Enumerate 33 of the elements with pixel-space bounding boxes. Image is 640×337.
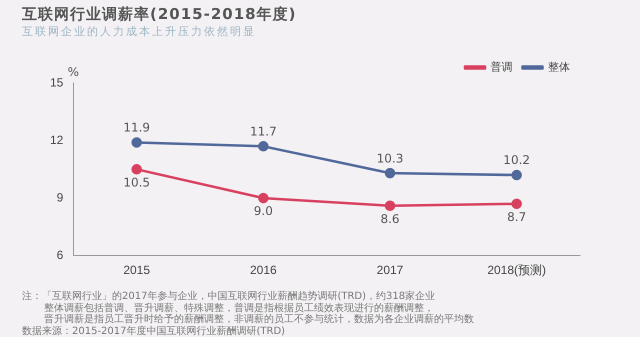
- data-label: 11.9: [123, 120, 150, 135]
- text: 整体调薪包括普调、晋升调薪、特殊调整，普调是指根据员工绩效表现进行的薪酬调整，: [43, 302, 435, 314]
- y-tick-label: 6: [56, 248, 64, 262]
- text: 注：「互联网行业」的2017年参与企业，中国互联网行业薪酬趋势调研(TRD)，约318家企业: [22, 291, 436, 302]
- data-label: 10.2: [503, 153, 530, 168]
- data-label: 8.6: [380, 212, 400, 226]
- y-tick-label: 12: [50, 132, 64, 147]
- point: [258, 192, 269, 204]
- point: [384, 168, 396, 178]
- data-label: 10.3: [376, 151, 404, 166]
- data-label: 9.0: [254, 204, 273, 218]
- y-tick-label: 9: [56, 190, 64, 204]
- data-label: 8.7: [507, 210, 526, 224]
- point: [511, 170, 522, 180]
- point: [511, 198, 522, 210]
- x-tick-label: 2017: [376, 263, 404, 278]
- data-label: 11.7: [250, 124, 277, 138]
- point: [384, 200, 396, 211]
- point: [258, 141, 269, 152]
- data-label: 10.5: [123, 175, 150, 190]
- source-note: 数据来源：2015-2017年度中国互联网行业薪酬调研(TRD): [22, 326, 286, 337]
- text: 晋升调薪是指员工晋升时给予的薪酬调整，非调薪的员工不参与统计，数据为各企业调薪的平均数: [43, 314, 474, 326]
- x-tick-label: 2016: [250, 263, 278, 278]
- legend-label: 整体: [548, 62, 570, 74]
- point: [131, 137, 142, 148]
- chart-subtitle: 互联网企业的人力成本上升压力依然明显: [22, 24, 256, 39]
- chart-title: 互联网行业调薪率(2015-2018年度): [22, 5, 296, 24]
- y-tick-label: 15: [50, 75, 64, 90]
- point: [131, 164, 142, 175]
- y-axis-title: %: [68, 65, 80, 80]
- legend-label: 普调: [490, 60, 512, 74]
- x-tick-label: 2018(预测): [487, 263, 546, 278]
- x-tick-label: 2015: [123, 263, 150, 278]
